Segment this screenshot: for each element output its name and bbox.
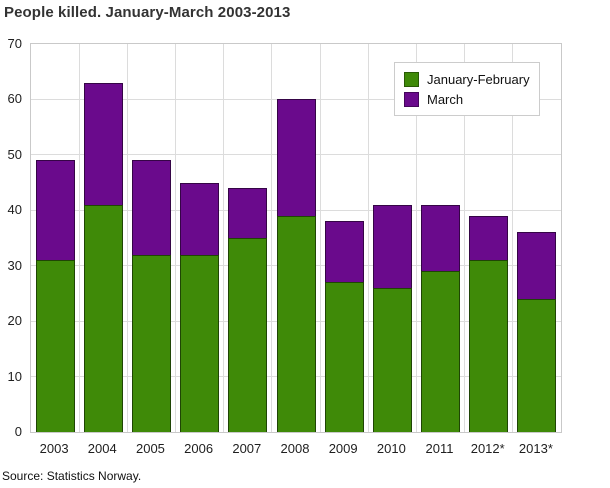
bar-segment-march-2011 xyxy=(421,204,461,272)
y-tick-label-40: 40 xyxy=(7,202,22,218)
x-tick-label-2003: 2003 xyxy=(39,441,69,456)
legend-swatch-january-february xyxy=(404,71,419,87)
x-tick-label-2006: 2006 xyxy=(184,441,214,456)
y-tick-label-0: 0 xyxy=(14,424,22,439)
y-tick-label-20: 20 xyxy=(7,313,22,329)
gridline-v-3 xyxy=(175,44,177,432)
legend-label-march: March xyxy=(427,91,464,107)
bar-segment-january-february-2011 xyxy=(421,271,461,432)
y-tick-label-70: 70 xyxy=(7,36,22,51)
legend-label-january-february: January-February xyxy=(427,71,530,87)
gridline-v-6 xyxy=(319,44,321,432)
gridline-v-8 xyxy=(415,44,417,432)
bar-segment-january-february-2012 xyxy=(469,260,509,432)
x-tick-label-2004: 2004 xyxy=(87,441,117,456)
x-tick-label-2013: 2013* xyxy=(518,441,553,456)
x-tick-label-2011: 2011 xyxy=(425,441,454,456)
x-tick-label-2007: 2007 xyxy=(232,441,262,456)
bar-segment-march-2012 xyxy=(469,215,509,261)
x-axis: 2003 2004 2005 2006 2007 2008 2009 2010 2011 2012… xyxy=(30,441,562,459)
bar-segment-march-2006 xyxy=(180,182,220,255)
legend-item-march: March xyxy=(404,89,530,109)
y-axis: 0 10 20 30 40 50 60 70 xyxy=(0,36,25,439)
bar-segment-january-february-2006 xyxy=(180,254,220,432)
x-tick-label-2012: 2012* xyxy=(470,441,505,456)
bar-segment-january-february-2004 xyxy=(83,204,123,432)
bar-segment-january-february-2005 xyxy=(131,254,171,432)
bar-segment-march-2004 xyxy=(83,82,123,205)
legend-item-january-february: January-February xyxy=(404,69,530,89)
bar-segment-march-2010 xyxy=(372,204,412,288)
gridline-v-1 xyxy=(78,44,80,432)
bar-segment-march-2009 xyxy=(324,221,364,283)
gridline-v-7 xyxy=(367,44,369,432)
legend: January-February March xyxy=(394,62,540,116)
y-tick-label-50: 50 xyxy=(7,146,22,162)
x-tick-label-2010: 2010 xyxy=(376,441,406,456)
bar-segment-march-2005 xyxy=(131,160,171,255)
bar-segment-march-2013 xyxy=(517,232,557,299)
chart-title: People killed. January-March 2003-2013 xyxy=(4,4,291,21)
gridline-v-9 xyxy=(464,44,466,432)
bar-segment-january-february-2013 xyxy=(517,298,557,432)
bar-segment-january-february-2010 xyxy=(372,287,412,432)
source-note: Source: Statistics Norway. xyxy=(2,469,142,483)
bar-segment-march-2003 xyxy=(35,160,75,261)
bar-segment-march-2007 xyxy=(228,188,268,238)
gridline-v-10 xyxy=(512,44,514,432)
bar-segment-march-2008 xyxy=(276,99,316,216)
legend-swatch-march xyxy=(404,91,419,107)
gridline-v-5 xyxy=(271,44,273,432)
gridline-v-2 xyxy=(126,44,128,432)
x-tick-label-2005: 2005 xyxy=(135,441,165,456)
gridline-v-4 xyxy=(223,44,225,432)
bar-segment-january-february-2009 xyxy=(324,282,364,432)
bar-segment-january-february-2007 xyxy=(228,238,268,432)
bar-segment-january-february-2003 xyxy=(35,260,75,432)
bar-segment-january-february-2008 xyxy=(276,215,316,432)
gridline-h-60 xyxy=(31,98,561,100)
x-tick-label-2008: 2008 xyxy=(280,441,310,456)
x-tick-label-2009: 2009 xyxy=(328,441,358,456)
y-tick-label-10: 10 xyxy=(7,368,22,384)
y-tick-label-60: 60 xyxy=(7,91,22,107)
y-tick-label-30: 30 xyxy=(7,257,22,273)
